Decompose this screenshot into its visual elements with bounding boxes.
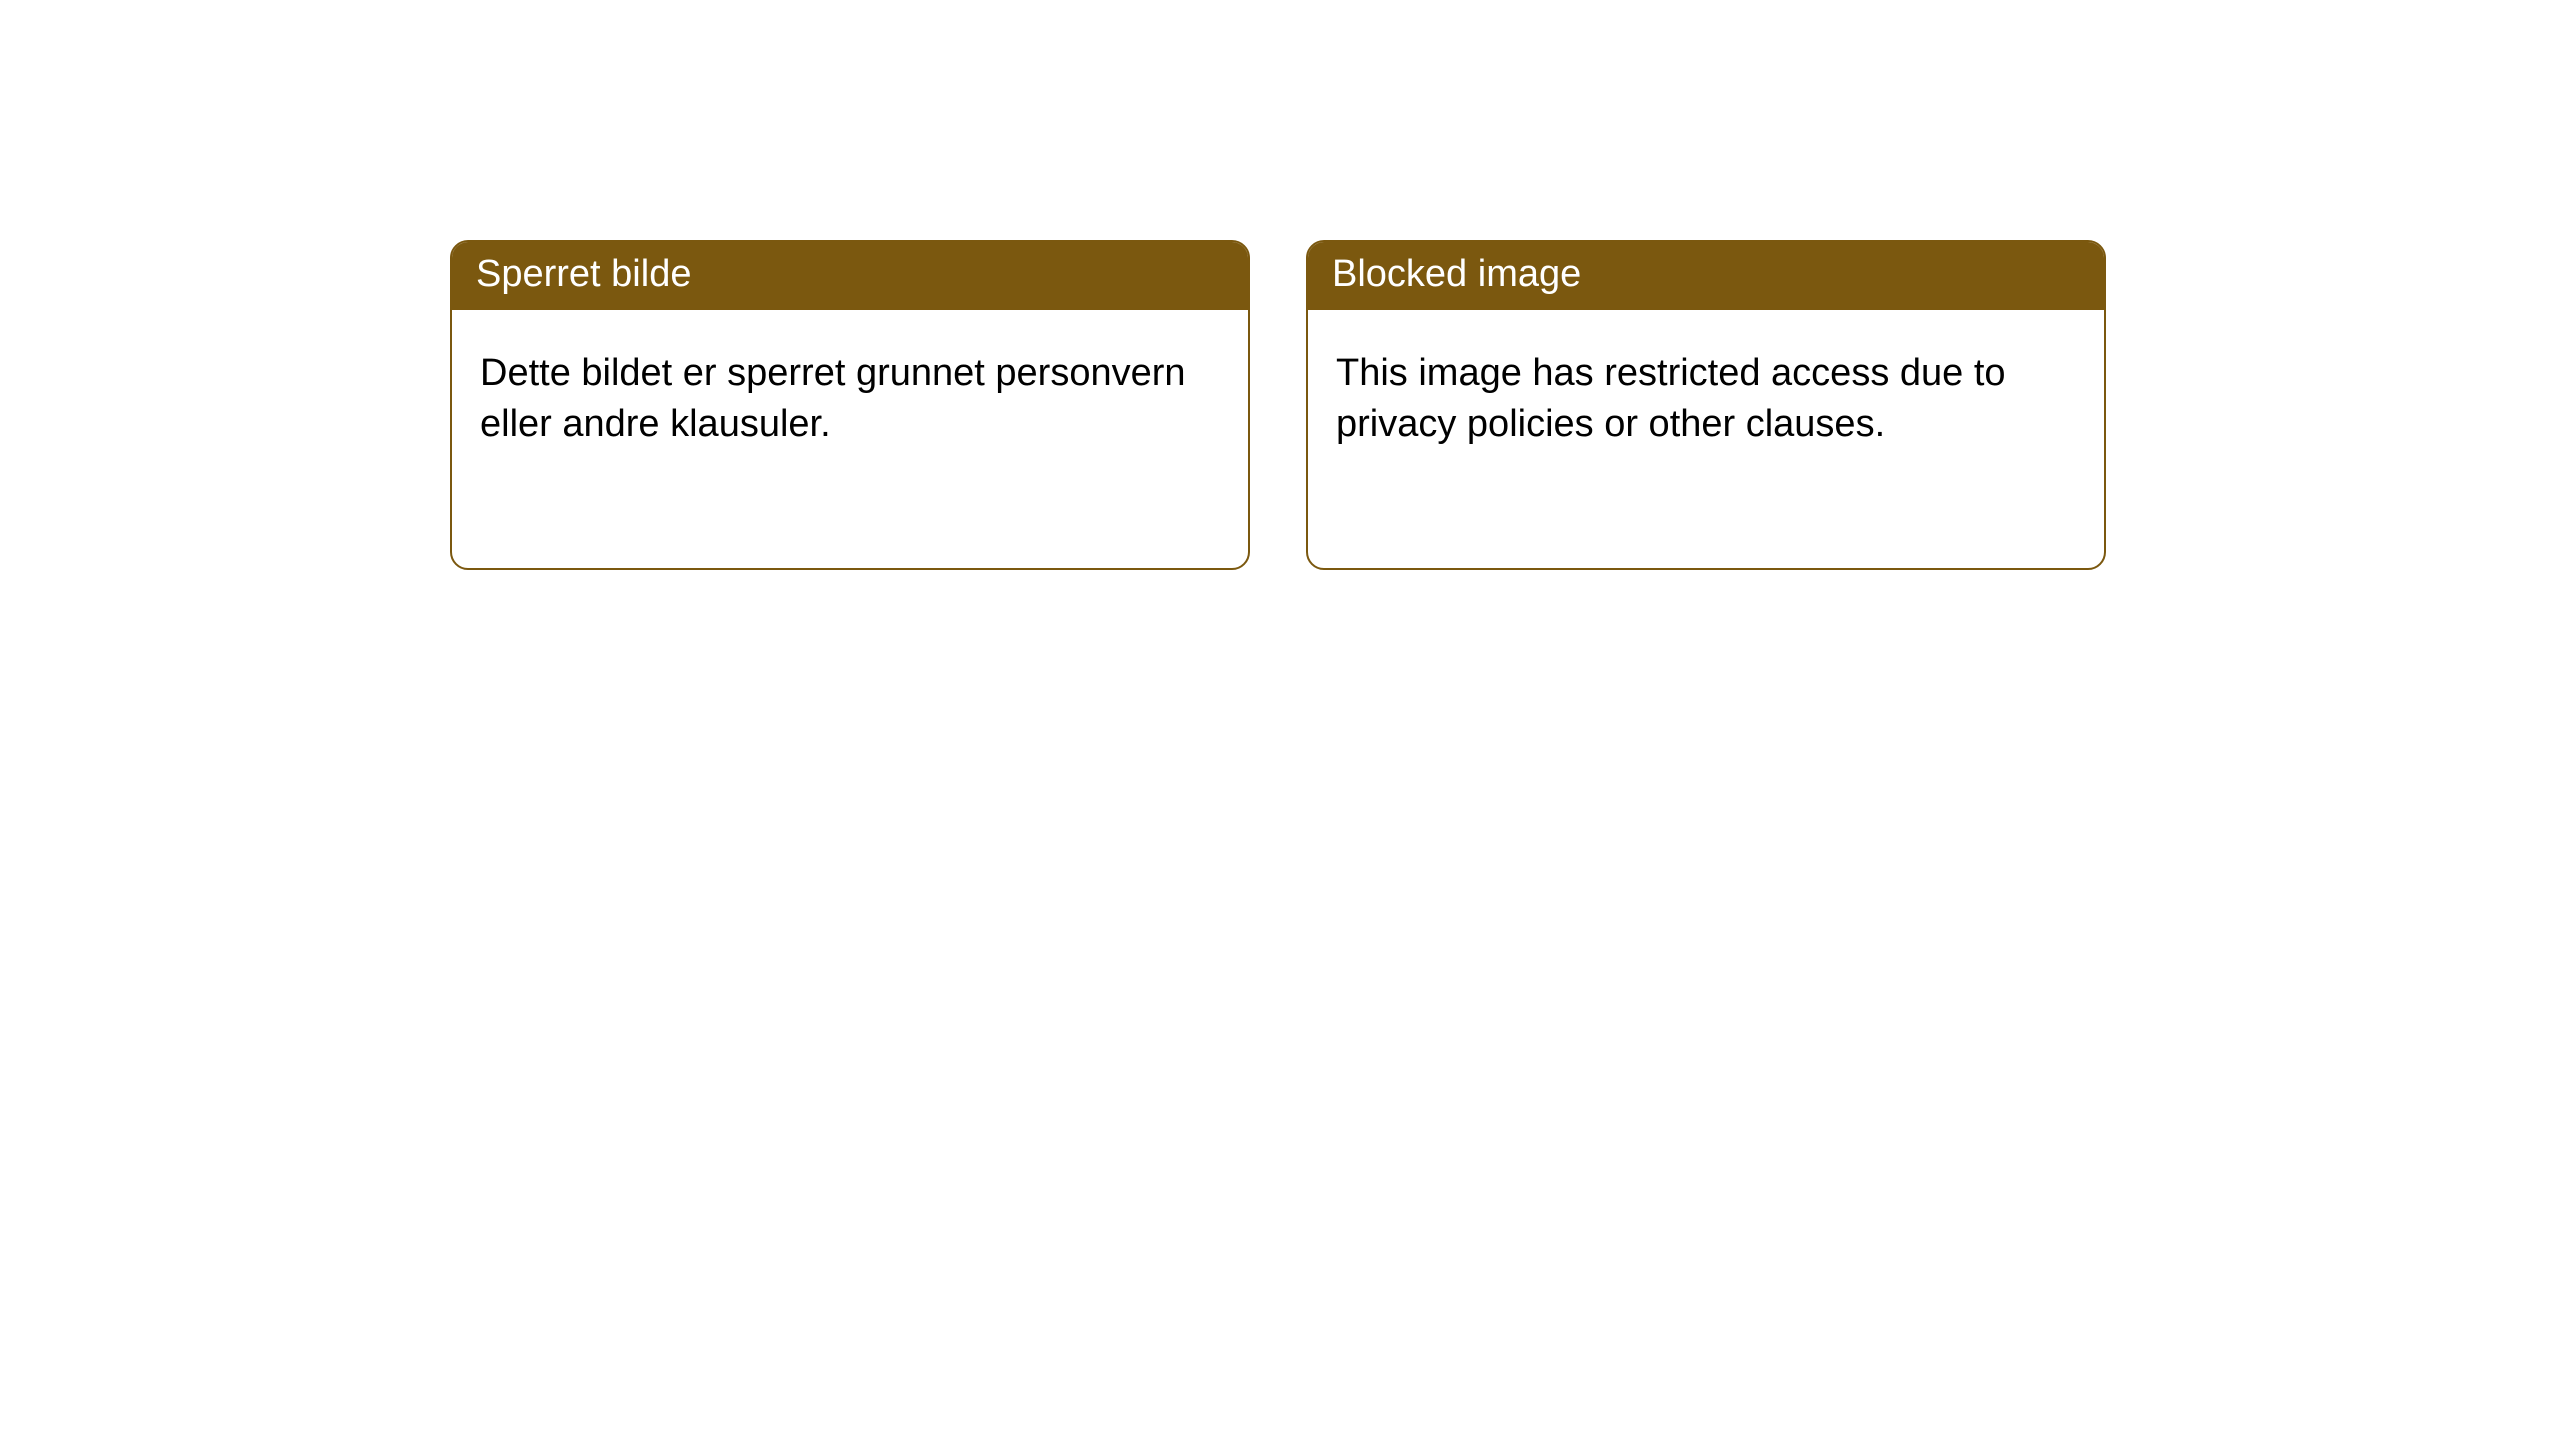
notice-card-norwegian: Sperret bilde Dette bildet er sperret gr…: [450, 240, 1250, 570]
card-header: Blocked image: [1308, 242, 2104, 310]
card-text: This image has restricted access due to …: [1336, 352, 2006, 445]
card-body: This image has restricted access due to …: [1308, 310, 2104, 479]
card-title: Sperret bilde: [476, 253, 691, 295]
notice-card-english: Blocked image This image has restricted …: [1306, 240, 2106, 570]
card-text: Dette bildet er sperret grunnet personve…: [480, 352, 1186, 445]
card-header: Sperret bilde: [452, 242, 1248, 310]
card-title: Blocked image: [1332, 253, 1581, 295]
notice-container: Sperret bilde Dette bildet er sperret gr…: [0, 0, 2560, 570]
card-body: Dette bildet er sperret grunnet personve…: [452, 310, 1248, 479]
